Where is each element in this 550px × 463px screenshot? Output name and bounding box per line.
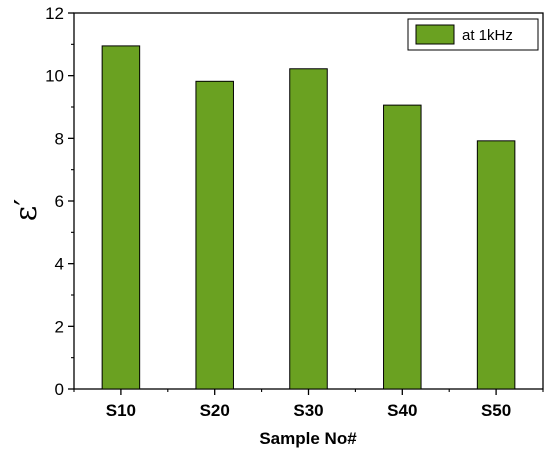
bar-s50	[476, 140, 516, 390]
legend-swatch	[415, 24, 455, 45]
x-axis-label: Sample No#	[259, 429, 357, 448]
y-tick-label: 6	[55, 192, 64, 211]
bar-s40	[383, 104, 422, 390]
y-tick-label: 12	[45, 4, 64, 23]
y-tick-label: 4	[55, 255, 64, 274]
y-tick-label: 8	[55, 129, 64, 148]
x-axis: S10 S20 S30 S40 S50	[73, 389, 544, 420]
bar-s30	[289, 68, 328, 390]
bar-s10	[101, 45, 141, 390]
y-axis-label: ε′	[9, 199, 44, 222]
y-tick-label: 2	[55, 317, 64, 336]
bar-s20	[195, 80, 234, 390]
x-tick-label-s40: S40	[387, 401, 417, 420]
y-tick-label: 10	[45, 67, 64, 86]
legend-label: at 1kHz	[462, 27, 513, 44]
legend: at 1kHz	[407, 18, 539, 51]
x-tick-label-s10: S10	[106, 401, 136, 420]
y-axis: 0 2 4 6 8 10 12	[45, 4, 74, 399]
x-tick-label-s30: S30	[293, 401, 323, 420]
y-tick-label: 0	[55, 380, 64, 399]
x-tick-label-s20: S20	[200, 401, 230, 420]
bars-group	[101, 45, 516, 390]
x-tick-label-s50: S50	[481, 401, 511, 420]
